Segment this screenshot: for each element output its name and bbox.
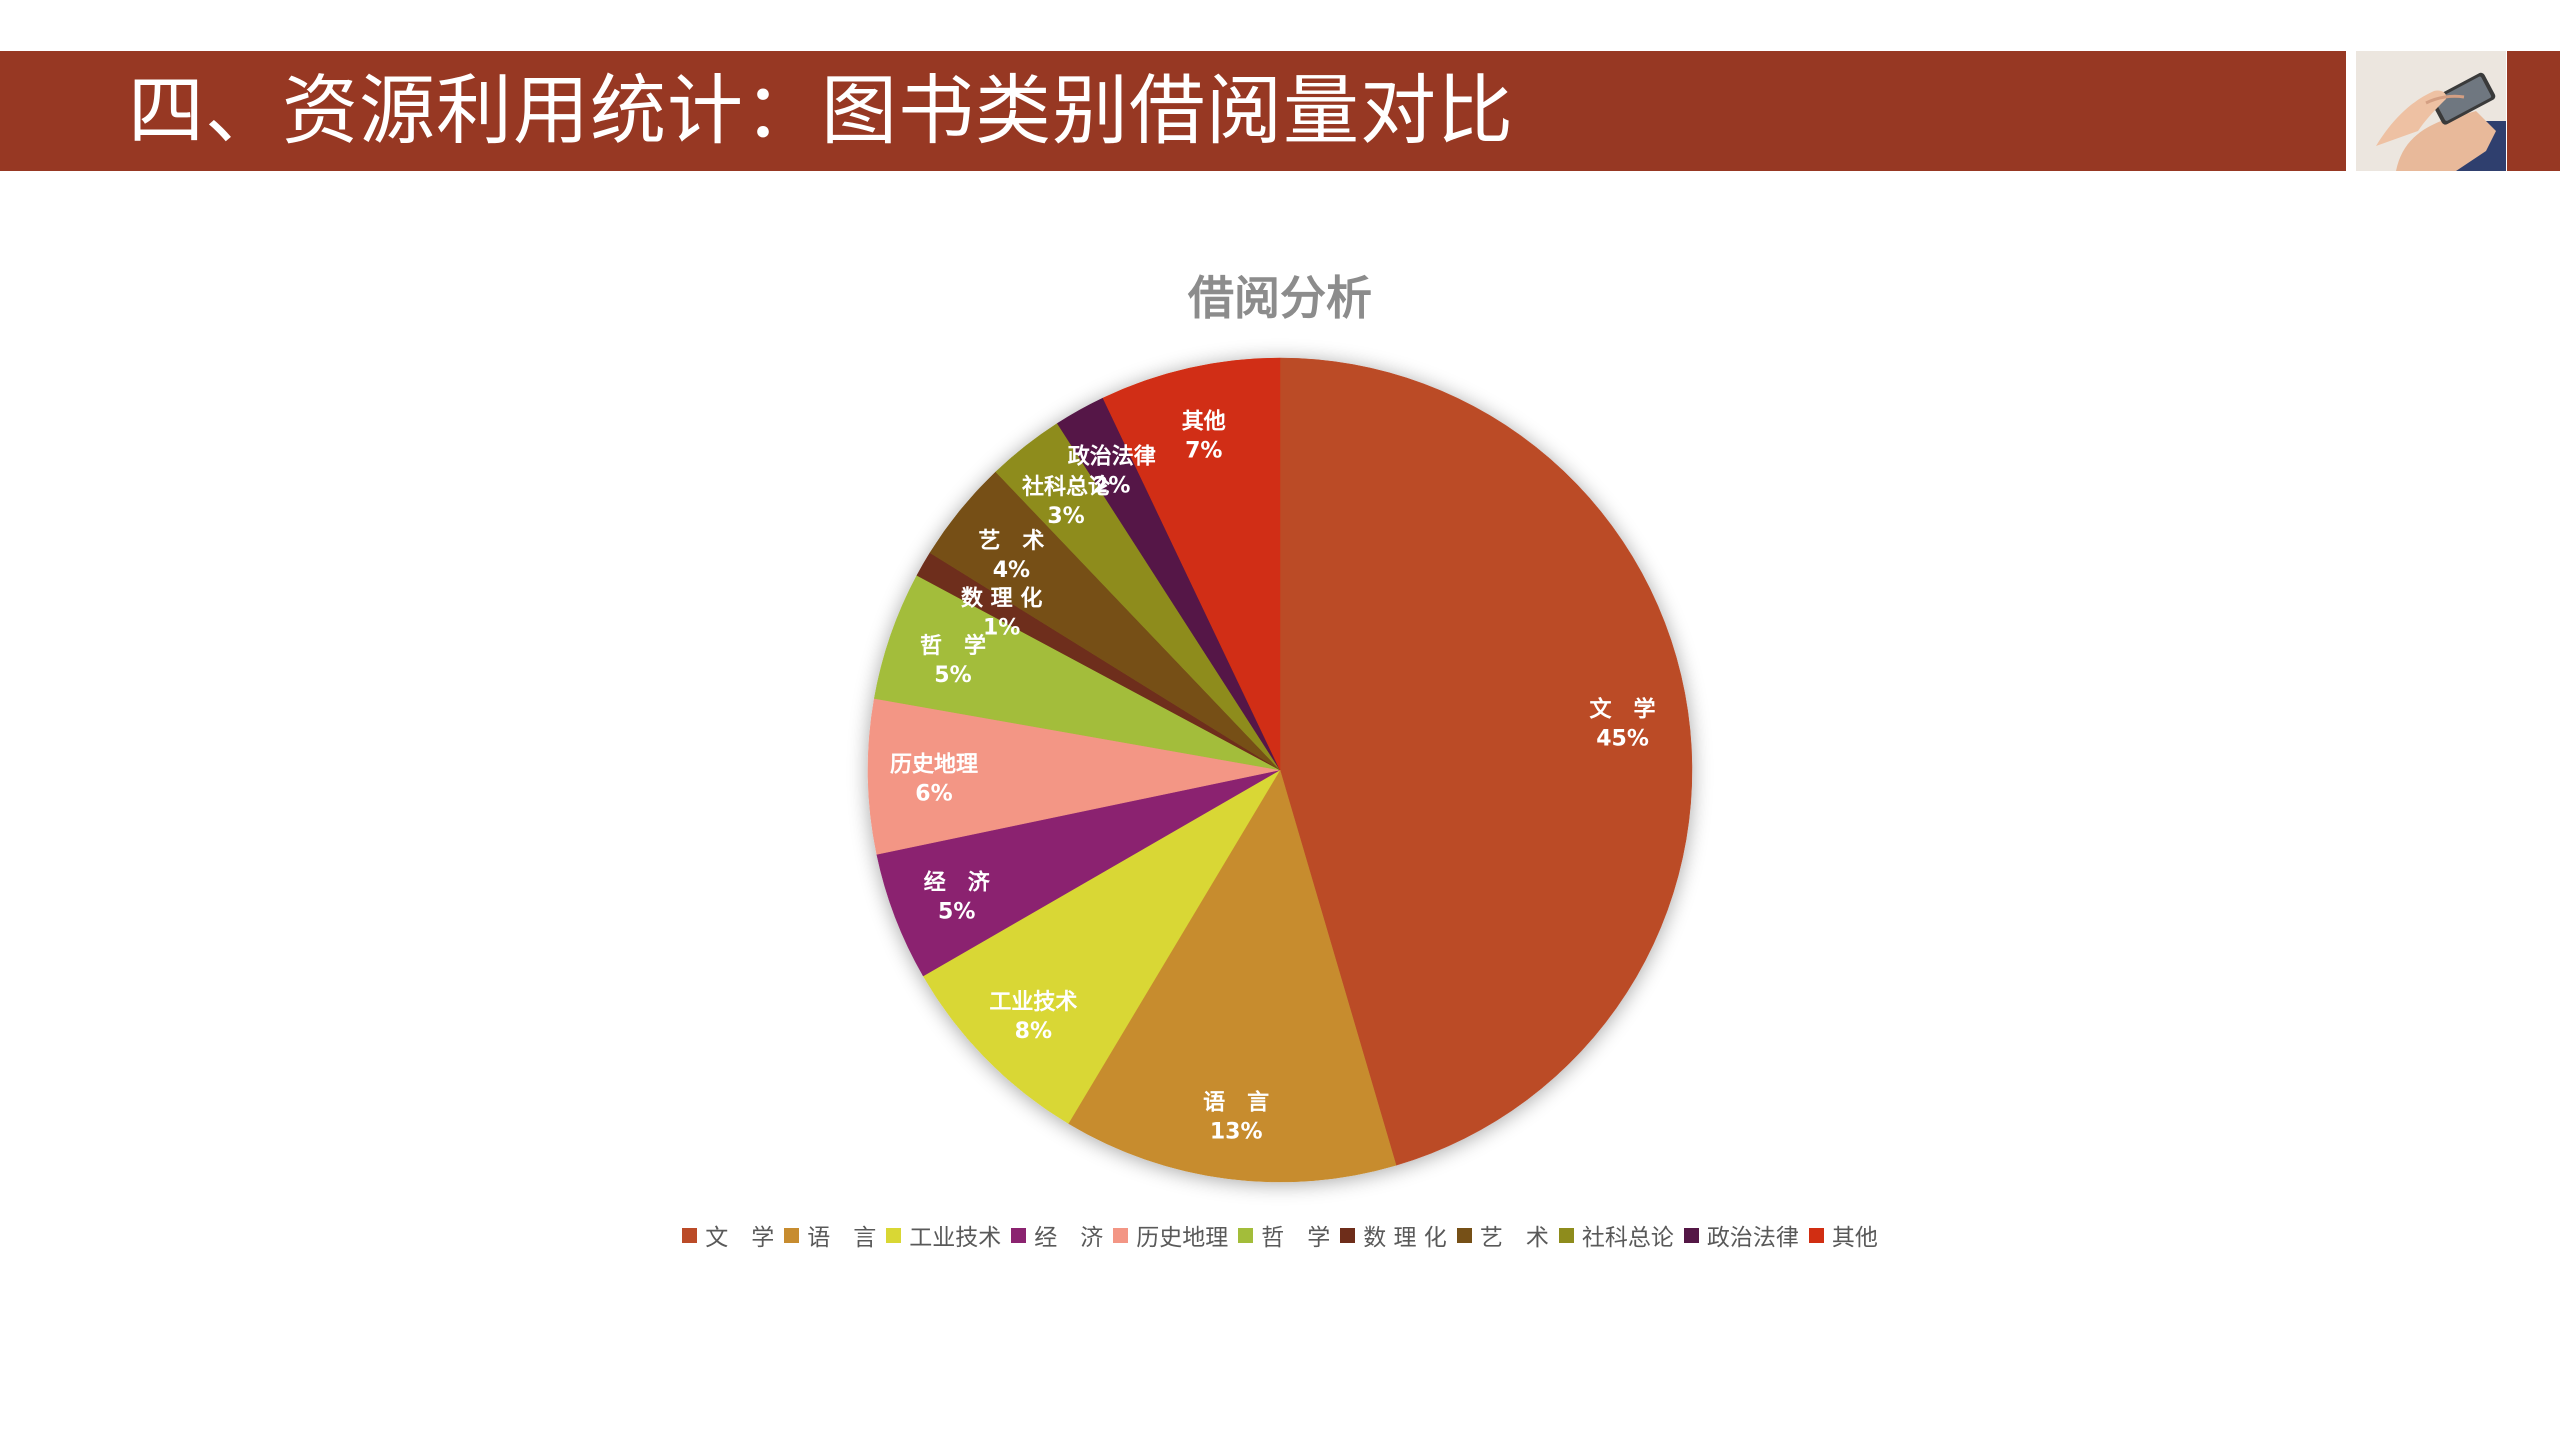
chart-legend: 文 学 语 言 工业技术 经 济 历史地理 哲 学 数 理 化 艺 术 社科总论 政治法律 其他 bbox=[0, 1217, 2560, 1253]
legend-swatch bbox=[1238, 1227, 1254, 1243]
slice-label-value: 4% bbox=[993, 558, 1030, 583]
slice-label-value: 6% bbox=[915, 781, 952, 806]
slice-label-name: 文 学 bbox=[1590, 697, 1656, 723]
legend-label: 艺 术 bbox=[1479, 1225, 1549, 1251]
legend-swatch bbox=[1340, 1227, 1356, 1243]
slice-label-name: 艺 术 bbox=[978, 528, 1044, 554]
legend-label: 社科总论 bbox=[1581, 1225, 1674, 1251]
slice-label-5: 哲 学 5% bbox=[920, 633, 986, 688]
slice-label-value: 45% bbox=[1596, 727, 1649, 752]
slice-label-6: 数 理 化 1% bbox=[961, 585, 1042, 640]
slice-label-value: 2% bbox=[1093, 474, 1130, 499]
slice-label-name: 经 济 bbox=[924, 870, 991, 896]
pie-slice-4 bbox=[867, 698, 1281, 855]
legend-label: 其他 bbox=[1831, 1225, 1878, 1251]
title-band bbox=[0, 51, 2346, 171]
slice-label-value: 13% bbox=[1210, 1119, 1263, 1144]
legend-item-2: 工业技术 bbox=[886, 1218, 1001, 1252]
legend-label: 数 理 化 bbox=[1363, 1225, 1447, 1251]
hand-holding-phone-photo bbox=[2356, 51, 2506, 171]
pie-labels: 文 学 45% 语 言 13% 工业技术 8% 经 济 5% 历史地理 6% 哲 学 5% 数 理 化 1… bbox=[890, 409, 1656, 1144]
legend-swatch bbox=[682, 1227, 698, 1243]
legend-swatch bbox=[784, 1227, 800, 1243]
legend-item-4: 历史地理 bbox=[1113, 1218, 1228, 1252]
slice-label-7: 艺 术 4% bbox=[978, 528, 1044, 583]
pie-slice-0 bbox=[1279, 357, 1693, 1166]
legend-item-10: 其他 bbox=[1808, 1218, 1878, 1252]
legend-item-3: 经 济 bbox=[1011, 1218, 1103, 1252]
slice-label-0: 文 学 45% bbox=[1590, 697, 1656, 752]
slice-label-8: 社科总论 3% bbox=[1022, 474, 1111, 529]
slice-label-name: 社科总论 bbox=[1022, 474, 1111, 500]
slice-label-name: 语 言 bbox=[1203, 1089, 1269, 1115]
legend-label: 经 济 bbox=[1034, 1225, 1104, 1251]
slice-label-9: 政治法律 2% bbox=[1068, 444, 1156, 499]
legend-item-9: 政治法律 bbox=[1683, 1218, 1799, 1252]
legend-swatch bbox=[1558, 1227, 1574, 1243]
slice-label-name: 数 理 化 bbox=[961, 585, 1042, 611]
title-band-right bbox=[2507, 51, 2560, 171]
legend-item-5: 哲 学 bbox=[1238, 1218, 1330, 1252]
slice-label-value: 1% bbox=[983, 615, 1020, 640]
photo-illustration bbox=[2356, 51, 2506, 171]
slice-label-value: 3% bbox=[1047, 504, 1084, 529]
legend-item-6: 数 理 化 bbox=[1340, 1218, 1447, 1252]
legend-swatch bbox=[886, 1227, 902, 1243]
legend-swatch bbox=[1011, 1227, 1027, 1243]
slice-label-name: 工业技术 bbox=[989, 990, 1077, 1015]
legend-label: 文 学 bbox=[705, 1225, 775, 1251]
slice-label-name: 哲 学 bbox=[920, 633, 986, 659]
legend-label: 语 言 bbox=[807, 1225, 877, 1251]
legend-swatch bbox=[1456, 1227, 1472, 1243]
legend-item-7: 艺 术 bbox=[1456, 1218, 1549, 1252]
pie-slice-10 bbox=[1102, 357, 1281, 771]
legend-label: 工业技术 bbox=[909, 1225, 1002, 1251]
slice-label-4: 历史地理 6% bbox=[890, 752, 978, 806]
slice-label-value: 5% bbox=[934, 663, 971, 688]
legend-swatch bbox=[1808, 1227, 1824, 1243]
chart-title: 借阅分析 bbox=[1188, 271, 1372, 325]
slice-label-2: 工业技术 8% bbox=[989, 990, 1077, 1044]
slice-label-name: 历史地理 bbox=[890, 752, 978, 777]
legend-label: 历史地理 bbox=[1136, 1225, 1229, 1251]
legend-swatch bbox=[1113, 1227, 1129, 1243]
legend-item-8: 社科总论 bbox=[1558, 1218, 1674, 1252]
slice-label-name: 其他 bbox=[1182, 409, 1226, 434]
legend-label: 政治法律 bbox=[1706, 1225, 1799, 1251]
legend-swatch bbox=[1683, 1227, 1699, 1243]
legend-item-0: 文 学 bbox=[682, 1218, 774, 1252]
slice-label-3: 经 济 5% bbox=[924, 870, 991, 925]
pie-slice-2 bbox=[922, 769, 1281, 1124]
slice-label-1: 语 言 13% bbox=[1203, 1089, 1269, 1144]
legend-item-1: 语 言 bbox=[784, 1218, 876, 1252]
slice-label-name: 政治法律 bbox=[1068, 444, 1156, 470]
legend-label: 哲 学 bbox=[1261, 1225, 1331, 1251]
slide-title: 四、资源利用统计：图书类别借阅量对比 bbox=[128, 66, 1514, 155]
slice-label-value: 8% bbox=[1015, 1019, 1052, 1044]
slice-label-value: 7% bbox=[1185, 438, 1222, 463]
slice-label-value: 5% bbox=[938, 900, 975, 925]
slice-label-10: 其他 7% bbox=[1182, 409, 1226, 463]
pie-slice-1 bbox=[1068, 769, 1397, 1183]
pie-slices bbox=[867, 357, 1693, 1183]
